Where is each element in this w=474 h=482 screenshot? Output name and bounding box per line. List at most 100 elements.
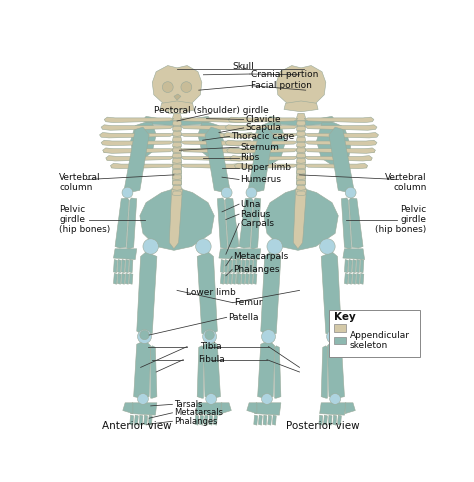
Polygon shape [267, 116, 300, 126]
Polygon shape [247, 403, 257, 414]
Polygon shape [195, 415, 199, 425]
Polygon shape [225, 198, 239, 248]
Polygon shape [352, 260, 356, 273]
Polygon shape [352, 273, 356, 284]
Polygon shape [304, 125, 377, 130]
Polygon shape [253, 260, 257, 273]
Polygon shape [249, 260, 253, 273]
Polygon shape [173, 137, 182, 142]
Polygon shape [296, 153, 306, 158]
Text: Key: Key [334, 312, 352, 322]
Polygon shape [360, 260, 364, 273]
Polygon shape [296, 126, 306, 131]
Polygon shape [121, 273, 125, 284]
Circle shape [140, 331, 149, 340]
Polygon shape [151, 346, 157, 398]
Bar [168, 109, 186, 112]
Polygon shape [209, 415, 213, 425]
Polygon shape [317, 122, 351, 167]
Circle shape [162, 82, 173, 93]
Polygon shape [180, 163, 244, 169]
Text: Scapula: Scapula [245, 123, 281, 133]
Polygon shape [284, 101, 318, 112]
Polygon shape [104, 117, 174, 122]
Polygon shape [360, 273, 364, 284]
Circle shape [267, 239, 283, 254]
Polygon shape [180, 125, 253, 130]
Polygon shape [204, 415, 208, 425]
Text: Tibia: Tibia [201, 342, 222, 351]
Polygon shape [249, 273, 253, 284]
Text: Skull: Skull [232, 63, 254, 71]
Bar [334, 324, 346, 332]
Polygon shape [227, 148, 298, 153]
Polygon shape [261, 252, 281, 335]
Polygon shape [180, 140, 253, 146]
Polygon shape [264, 189, 338, 250]
Polygon shape [173, 159, 182, 163]
Polygon shape [228, 260, 232, 273]
Polygon shape [173, 132, 182, 136]
Polygon shape [143, 116, 175, 126]
Polygon shape [241, 260, 245, 273]
Circle shape [181, 82, 192, 93]
Polygon shape [321, 346, 328, 398]
Polygon shape [296, 121, 306, 126]
Text: Sternum: Sternum [241, 143, 280, 152]
Polygon shape [169, 189, 182, 249]
Polygon shape [113, 260, 118, 273]
Text: Anterior view: Anterior view [102, 421, 172, 431]
Polygon shape [173, 186, 182, 190]
Text: Appendicular
skeleton: Appendicular skeleton [350, 331, 410, 350]
Polygon shape [254, 415, 258, 425]
Text: Femur: Femur [235, 298, 263, 307]
Polygon shape [124, 127, 149, 193]
Polygon shape [232, 260, 236, 273]
Text: Phalanges: Phalanges [234, 265, 280, 274]
Text: Posterior view: Posterior view [286, 421, 360, 431]
Polygon shape [356, 273, 360, 284]
Text: Pelvic
girdle
(hip bones): Pelvic girdle (hip bones) [375, 205, 427, 234]
Polygon shape [113, 273, 118, 284]
Text: Cranial portion: Cranial portion [251, 69, 319, 79]
Text: Metatarsals: Metatarsals [174, 408, 223, 417]
Polygon shape [174, 94, 181, 100]
Polygon shape [296, 170, 306, 174]
Polygon shape [276, 66, 326, 107]
Polygon shape [348, 273, 352, 284]
Polygon shape [241, 273, 245, 284]
Polygon shape [110, 163, 174, 169]
Polygon shape [304, 133, 379, 138]
Polygon shape [224, 273, 228, 284]
Polygon shape [121, 260, 125, 273]
Polygon shape [275, 346, 281, 398]
Polygon shape [235, 163, 298, 169]
Polygon shape [296, 159, 306, 163]
Polygon shape [348, 260, 352, 273]
Polygon shape [228, 273, 232, 284]
Polygon shape [343, 249, 365, 260]
Circle shape [122, 187, 133, 198]
Polygon shape [296, 121, 306, 187]
Text: Carpals: Carpals [241, 219, 274, 228]
Text: Ribs: Ribs [241, 153, 260, 162]
Polygon shape [251, 198, 261, 249]
Polygon shape [296, 113, 307, 121]
Polygon shape [225, 140, 298, 146]
Polygon shape [218, 198, 228, 249]
Polygon shape [173, 175, 182, 179]
Text: Radius: Radius [241, 210, 271, 219]
Polygon shape [236, 273, 240, 284]
Polygon shape [101, 125, 174, 130]
Polygon shape [152, 66, 202, 107]
Polygon shape [173, 126, 182, 131]
Circle shape [221, 187, 232, 198]
Text: Thoracic cage: Thoracic cage [231, 132, 294, 141]
Polygon shape [263, 415, 267, 425]
Polygon shape [333, 415, 337, 425]
Polygon shape [296, 132, 306, 136]
Polygon shape [139, 415, 143, 425]
Polygon shape [173, 153, 182, 158]
Polygon shape [293, 189, 307, 249]
Polygon shape [304, 117, 374, 122]
